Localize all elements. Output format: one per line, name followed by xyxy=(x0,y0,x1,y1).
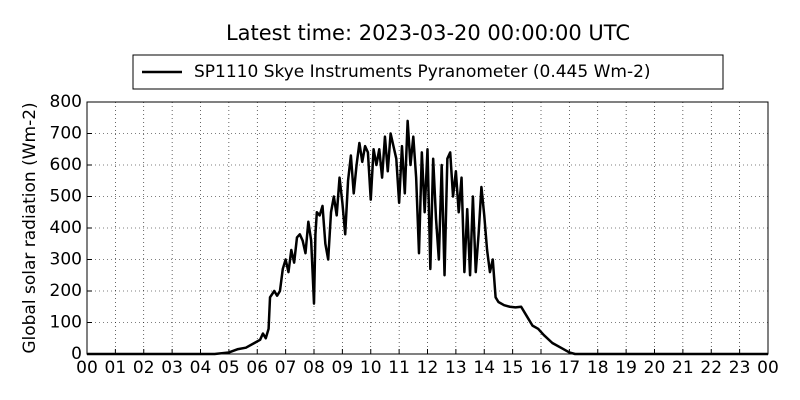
x-tick-label: 15 xyxy=(502,358,524,378)
x-tick-label: 22 xyxy=(700,358,722,378)
x-tick-label: 00 xyxy=(76,358,98,378)
x-tick-label: 19 xyxy=(615,358,637,378)
plot-frame xyxy=(86,101,769,355)
x-tick-label: 07 xyxy=(275,358,297,378)
x-tick-label: 14 xyxy=(473,358,495,378)
y-tick-label: 300 xyxy=(50,250,82,270)
x-tick-label: 23 xyxy=(729,358,751,378)
x-tick-label: 08 xyxy=(303,358,325,378)
y-axis-label: Global solar radiation (Wm-2) xyxy=(20,102,40,353)
x-tick-label: 21 xyxy=(672,358,694,378)
data-line xyxy=(87,119,768,356)
y-tick-label: 200 xyxy=(50,281,82,301)
chart-title: Latest time: 2023-03-20 00:00:00 UTC xyxy=(226,21,630,45)
x-tick-label: 02 xyxy=(133,358,155,378)
y-tick-label: 0 xyxy=(71,344,82,364)
x-tick-label: 06 xyxy=(246,358,268,378)
x-tick-label: 04 xyxy=(190,358,212,378)
y-tick-label: 400 xyxy=(50,218,82,238)
x-tick-label: 16 xyxy=(530,358,552,378)
x-tick-label: 05 xyxy=(218,358,240,378)
x-tick-label: 12 xyxy=(417,358,439,378)
x-tick-label: 10 xyxy=(360,358,382,378)
x-tick-label: 03 xyxy=(161,358,183,378)
y-tick-label: 500 xyxy=(50,187,82,207)
x-tick-label: 01 xyxy=(105,358,127,378)
x-tick-label: 18 xyxy=(587,358,609,378)
x-tick-label: 11 xyxy=(388,358,410,378)
y-tick-label: 800 xyxy=(50,92,82,112)
x-tick-label: 13 xyxy=(445,358,467,378)
x-tick-label: 00 xyxy=(757,358,779,378)
y-tick-label: 100 xyxy=(50,313,82,333)
y-tick-label: 700 xyxy=(50,124,82,144)
y-tick-label: 600 xyxy=(50,155,82,175)
x-tick-label: 20 xyxy=(644,358,666,378)
x-tick-label: 17 xyxy=(559,358,581,378)
legend-label: SP1110 Skye Instruments Pyranometer (0.4… xyxy=(194,62,651,82)
x-tick-label: 09 xyxy=(332,358,354,378)
legend-box xyxy=(132,54,724,90)
